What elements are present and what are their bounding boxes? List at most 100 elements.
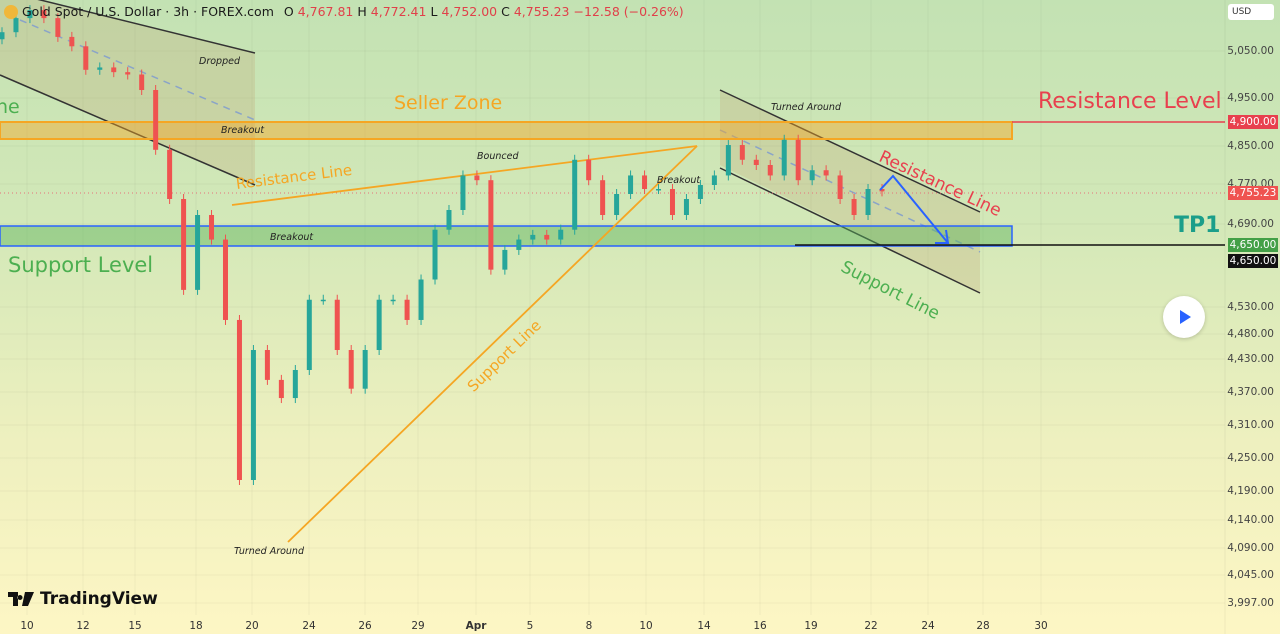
play-button[interactable] [1163, 296, 1205, 338]
gold-icon [4, 4, 18, 19]
candle [572, 159, 578, 230]
candle [739, 145, 745, 160]
high-value: 4,772.41 [370, 4, 427, 19]
candle [711, 175, 717, 185]
candle [725, 145, 731, 176]
currency-selector[interactable]: USD [1228, 4, 1274, 20]
candle [767, 165, 773, 176]
close-value: 4,755.23 [513, 4, 570, 19]
symbol-title: Gold Spot / U.S. Dollar · 3h · FOREX.com [22, 4, 274, 19]
date-tick: 29 [411, 620, 425, 632]
candle [837, 175, 843, 199]
date-tick: 30 [1034, 620, 1048, 632]
candle [348, 350, 354, 389]
date-tick: 5 [526, 620, 534, 632]
candle [795, 139, 801, 181]
date-tick: 24 [302, 620, 316, 632]
price-tick: 5,050.00 [1227, 45, 1274, 57]
candle [278, 379, 284, 399]
note-turned-around-1: Turned Around [771, 102, 841, 113]
candle [823, 170, 829, 176]
candle [195, 215, 201, 290]
symbol-header[interactable]: Gold Spot / U.S. Dollar · 3h · FOREX.com… [4, 4, 684, 19]
right-channel-upper [719, 89, 981, 213]
candle [55, 18, 61, 37]
candle [586, 159, 592, 181]
seller-zone[interactable] [0, 121, 1013, 140]
candle [879, 189, 885, 192]
date-tick: 28 [976, 620, 990, 632]
note-bounced: Bounced [477, 151, 519, 162]
price-tick: 4,850.00 [1227, 140, 1274, 152]
right-channel-mid [719, 129, 981, 253]
tp1-line-price-tag: 4,650.00 [1228, 254, 1278, 268]
candle [250, 350, 256, 480]
resistance-price-tag: 4,900.00 [1228, 115, 1278, 129]
low-value: 4,752.00 [441, 4, 498, 19]
date-tick: 18 [189, 620, 203, 632]
candle [502, 249, 508, 270]
price-tick: 4,690.00 [1227, 218, 1274, 230]
resistance-level-label: Resistance Level [1038, 89, 1222, 114]
change-value: −12.58 (−0.26%) [573, 4, 684, 19]
price-tick: 3,997.00 [1227, 597, 1274, 609]
candle [83, 46, 89, 70]
note-breakout-3: Breakout [657, 175, 701, 186]
projection-arrow[interactable] [879, 174, 949, 244]
candle [181, 199, 187, 290]
open-label: O [283, 4, 294, 19]
candle [683, 199, 689, 215]
candle [809, 170, 815, 181]
candle [614, 194, 620, 215]
price-tick: 4,190.00 [1227, 485, 1274, 497]
left-channel-lower [0, 74, 256, 186]
candle [390, 299, 396, 302]
candle [865, 189, 871, 215]
candle [669, 189, 675, 215]
candle [642, 175, 648, 189]
candle [209, 215, 215, 240]
seller-zone-label: Seller Zone [394, 92, 503, 114]
date-tick: 16 [753, 620, 767, 632]
price-tick: 4,370.00 [1227, 386, 1274, 398]
candle [656, 189, 662, 191]
tp1-label: TP1 [1174, 213, 1221, 238]
candle [236, 319, 242, 480]
price-tick: 4,430.00 [1227, 353, 1274, 365]
candle [153, 90, 159, 150]
candle [516, 239, 522, 250]
candle [306, 299, 312, 370]
date-tick: 26 [358, 620, 372, 632]
date-tick: 8 [585, 620, 593, 632]
candle [446, 210, 452, 230]
price-tick: 4,950.00 [1227, 92, 1274, 104]
date-tick: 14 [697, 620, 711, 632]
price-tick: 4,045.00 [1227, 569, 1274, 581]
candle [111, 67, 117, 73]
candle [474, 175, 480, 181]
candle [97, 67, 103, 70]
date-tick: Apr [465, 620, 487, 632]
grid [0, 0, 1225, 615]
date-tick: 20 [245, 620, 259, 632]
support-zone[interactable] [0, 225, 1013, 247]
note-breakout-2: Breakout [270, 232, 314, 243]
candle [488, 180, 494, 270]
candle [362, 350, 368, 389]
low-label: L [430, 4, 438, 19]
candle [404, 299, 410, 320]
candle [125, 72, 131, 75]
date-tick: 12 [76, 620, 90, 632]
candle [13, 18, 19, 33]
triangle-support-line[interactable] [287, 145, 698, 543]
candle [628, 175, 634, 194]
last-price-tag: 4,755.23 [1228, 186, 1278, 200]
projection-arrowhead [935, 229, 950, 244]
candle [27, 10, 33, 19]
candle [697, 185, 703, 199]
candle [41, 10, 47, 19]
candle [753, 159, 759, 165]
candle [851, 199, 857, 215]
candle [264, 350, 270, 380]
